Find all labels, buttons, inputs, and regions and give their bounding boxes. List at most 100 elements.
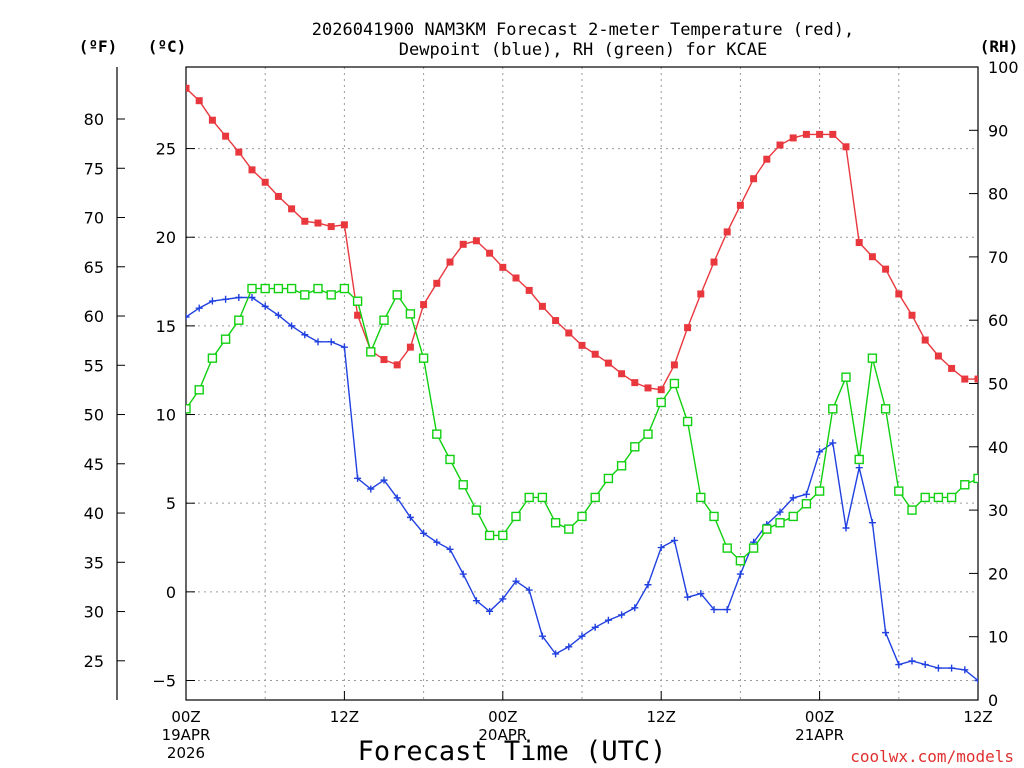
temperature-point (604, 359, 612, 367)
temperature-point (565, 329, 573, 337)
dewpoint-point (802, 490, 810, 498)
temperature-point (186, 84, 190, 92)
temperature-point (776, 141, 784, 149)
tick-labels: 2520151050−58075706560555045403530251009… (84, 58, 1019, 710)
dewpoint-point (340, 343, 348, 351)
dewpoint-point (525, 586, 533, 594)
rh-tick-label: 70 (988, 248, 1008, 267)
temperature-point (723, 228, 731, 236)
temperature-point (552, 317, 560, 325)
rh-point (537, 492, 548, 503)
rh-point (564, 524, 574, 534)
dewpoint-point (855, 464, 863, 472)
dewpoint-point (354, 474, 362, 482)
rh-point (603, 473, 614, 484)
temperature-point (882, 265, 890, 273)
rh-point (326, 290, 336, 300)
dewpoint-point (710, 606, 718, 614)
dewpoint-point (591, 623, 599, 631)
dewpoint-point (604, 616, 612, 624)
dewpoint-point (670, 536, 678, 544)
temperature-point (697, 290, 705, 298)
rh-tick-label: 90 (988, 121, 1008, 140)
fahrenheit-tick-label: 45 (84, 455, 104, 474)
dewpoint-point (314, 338, 322, 346)
dewpoint-point (842, 524, 850, 532)
temperature-point (921, 336, 929, 344)
celsius-tick-label: 25 (156, 140, 176, 159)
temperature-point (274, 192, 282, 200)
rh-point (788, 511, 798, 522)
dewpoint-point (631, 604, 639, 612)
rh-point (894, 486, 904, 496)
rh-tick-label: 100 (988, 58, 1019, 77)
rh-point (643, 429, 653, 439)
temperature-point (961, 375, 969, 383)
fahrenheit-tick-label: 65 (84, 258, 104, 277)
fahrenheit-tick-label: 70 (84, 209, 104, 228)
rh-point (379, 315, 389, 325)
temperature-point (934, 352, 942, 360)
temperature-point (750, 175, 758, 183)
dewpoint-point (868, 519, 876, 527)
rh-point (186, 404, 191, 414)
rh-point (630, 442, 640, 452)
fahrenheit-tick-label: 30 (84, 603, 104, 622)
temperature-point (433, 279, 441, 287)
dewpoint-point (327, 338, 335, 346)
rh-point (498, 530, 508, 541)
gridlines (186, 67, 978, 700)
temperature-point (974, 375, 978, 383)
rh-point (392, 290, 402, 300)
dewpoint-point (261, 302, 269, 310)
rh-point (814, 486, 825, 496)
dewpoint-point (789, 494, 797, 502)
temperature-point (472, 237, 480, 245)
rh-point (946, 492, 957, 503)
chart-title-line-1: 2026041900 NAM3KM Forecast 2-meter Tempe… (312, 20, 854, 40)
rh-tick-label: 20 (988, 564, 1008, 583)
temperature-point (499, 263, 507, 271)
temperature-point (684, 324, 692, 332)
dewpoint-point (618, 611, 626, 619)
dewpoint-point (393, 494, 401, 502)
temperature-point (578, 341, 586, 349)
rh-tick-label: 10 (988, 628, 1008, 647)
axes (116, 66, 979, 701)
dewpoint-point (908, 657, 916, 665)
dewpoint-point (578, 632, 586, 640)
rh-point (300, 290, 310, 300)
x-tick-label-time: 00Z (805, 708, 834, 726)
temperature-point (195, 97, 203, 105)
dewpoint-point (512, 577, 520, 585)
dewpoint-point (222, 295, 230, 303)
temperature-point (261, 178, 269, 186)
fahrenheit-tick-label: 35 (84, 553, 104, 572)
rh-point (207, 353, 218, 363)
temperature-point (591, 350, 599, 358)
temperature-point (446, 258, 454, 266)
dewpoint-point (552, 650, 560, 658)
rh-tick-label: 30 (988, 501, 1008, 520)
rh-point (577, 511, 587, 522)
rh-tick-label: 40 (988, 438, 1008, 457)
credit-text: coolwx.com/models (850, 747, 1014, 766)
temperature-point (710, 258, 718, 266)
dewpoint-point (829, 439, 837, 447)
rh-point (418, 353, 429, 363)
temperature-point (301, 217, 309, 225)
fahrenheit-unit-label: (ºF) (79, 37, 118, 56)
rh-point (933, 492, 944, 503)
temperature-point (816, 130, 824, 138)
rh-point (366, 347, 376, 357)
temperature-point (222, 132, 230, 140)
rh-tick-label: 80 (988, 185, 1008, 204)
celsius-tick-label: 10 (156, 406, 176, 425)
rh-point (828, 404, 838, 414)
dewpoint-point (208, 297, 216, 305)
rh-tick-label: 60 (988, 311, 1008, 330)
temperature-line (186, 87, 978, 391)
dewpoint-point (723, 606, 731, 614)
celsius-tick-label: 0 (166, 583, 176, 602)
dewpoint-point (248, 294, 256, 302)
